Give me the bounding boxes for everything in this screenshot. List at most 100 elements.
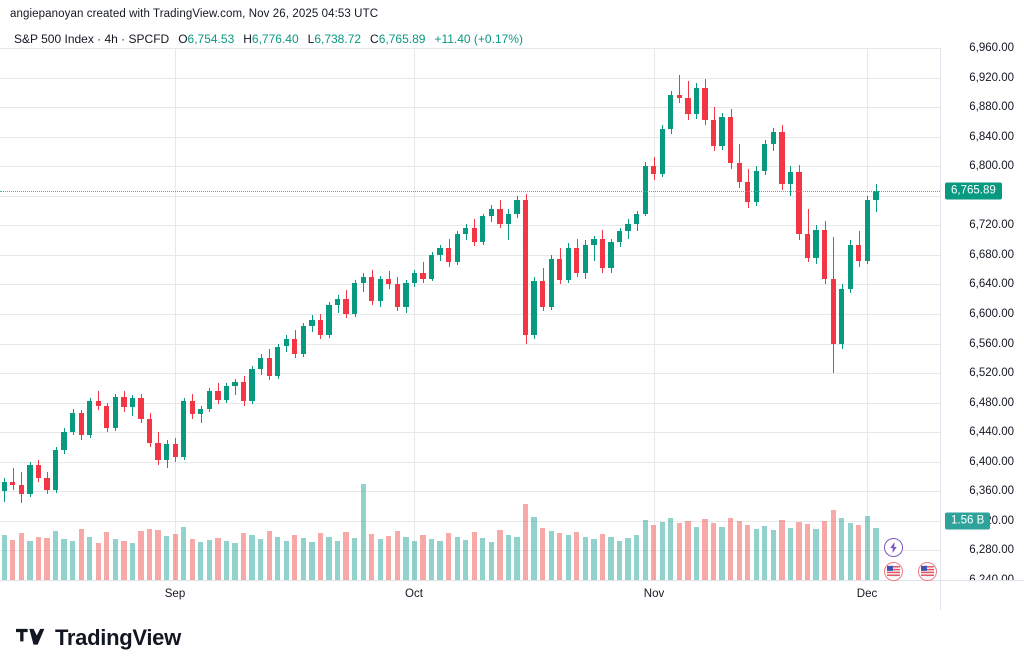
us-flag-icon — [887, 565, 900, 578]
symbol-label[interactable]: S&P 500 Index · 4h · SPCFD — [14, 32, 170, 46]
price-axis-label: 6,600.00 — [969, 308, 1014, 320]
volume-bar — [18, 532, 24, 580]
volume-bar — [582, 536, 588, 580]
low-value: L6,738.72 — [307, 32, 362, 46]
volume-bar — [360, 483, 366, 580]
candle-body — [112, 396, 118, 428]
candle-body — [591, 238, 597, 245]
candle-wick — [508, 209, 509, 241]
candle-wick — [594, 235, 595, 261]
economic-event-marker[interactable] — [884, 538, 903, 557]
volume-bar — [736, 521, 742, 580]
candle-body — [727, 117, 734, 164]
gridline-horizontal — [0, 402, 940, 404]
candle-body — [369, 277, 375, 301]
us-flag-event-marker-2[interactable] — [918, 562, 937, 581]
candle-body — [343, 299, 349, 314]
volume-bar — [61, 539, 67, 580]
volume-bar — [642, 519, 648, 580]
candle-body — [283, 339, 289, 347]
candle-body — [813, 229, 819, 258]
volume-badge[interactable]: 1.56 B — [945, 512, 991, 530]
candle-body — [18, 485, 24, 495]
axis-corner — [940, 580, 1024, 610]
candle-body — [403, 282, 409, 307]
volume-bar — [445, 533, 452, 580]
price-axis-label: 6,720.00 — [969, 219, 1014, 232]
candle-body — [223, 386, 230, 400]
candle-body — [104, 405, 110, 428]
volume-bar — [1, 535, 7, 580]
gridline-horizontal — [0, 520, 940, 522]
volume-bar — [762, 526, 768, 580]
candle-body — [300, 325, 306, 354]
candle-body — [198, 408, 204, 415]
candle-body — [762, 144, 768, 171]
volume-bar — [300, 538, 306, 580]
candle-body — [69, 413, 76, 433]
volume-bar — [309, 542, 315, 580]
volume-bar — [206, 540, 212, 580]
chart-plot-area[interactable] — [0, 48, 940, 580]
volume-bar — [35, 536, 42, 580]
volume-bar — [488, 542, 494, 580]
volume-bar — [257, 539, 264, 580]
candle-body — [702, 87, 708, 121]
volume-bar — [616, 540, 623, 580]
volume-bar — [565, 535, 571, 580]
volume-bar — [181, 526, 187, 580]
volume-bar — [377, 539, 383, 580]
candle-body — [770, 132, 776, 145]
candle-body — [693, 87, 700, 115]
volume-bar — [608, 537, 614, 580]
volume-bar — [334, 541, 341, 580]
candle-body — [480, 216, 486, 242]
tradingview-logo-icon — [16, 628, 45, 645]
volume-bar — [727, 517, 734, 580]
candle-body — [292, 339, 298, 354]
volume-bar — [411, 540, 418, 580]
price-axis-label: 6,640.00 — [969, 278, 1014, 291]
current-price-line — [0, 191, 940, 193]
price-axis-label: 6,480.00 — [969, 396, 1014, 409]
volume-bar — [27, 540, 33, 580]
current-price-badge[interactable]: 6,765.89 — [945, 182, 1002, 200]
price-axis-label: 6,680.00 — [969, 248, 1014, 261]
tradingview-logo[interactable]: TradingView — [16, 625, 181, 651]
volume-bar — [710, 522, 717, 580]
candle-body — [411, 272, 418, 283]
volume-bar — [343, 532, 349, 580]
time-axis-label: Dec — [856, 588, 878, 600]
candle-wick — [679, 74, 680, 103]
candle-body — [830, 278, 836, 344]
volume-bar — [719, 527, 725, 580]
brand-label: TradingView — [55, 624, 181, 650]
gridline-horizontal — [0, 195, 940, 197]
volume-bar — [463, 540, 469, 580]
candle-body — [642, 166, 648, 214]
volume-bar — [232, 543, 238, 580]
candle-body — [249, 368, 255, 402]
volume-bar — [78, 529, 84, 580]
candle-body — [608, 241, 614, 269]
volume-bar — [693, 526, 700, 580]
volume-bar — [52, 530, 59, 580]
candle-body — [351, 282, 358, 314]
time-axis[interactable]: Sep Oct Nov Dec — [0, 580, 940, 610]
price-axis[interactable]: 6,960.00 6,920.00 6,880.00 6,840.00 6,800.00… — [940, 42, 1024, 586]
volume-bar — [215, 538, 221, 580]
volume-bar — [266, 530, 272, 580]
volume-bar — [428, 538, 435, 580]
candle-body — [215, 390, 221, 400]
us-flag-event-marker-1[interactable] — [884, 562, 903, 581]
volume-bar — [685, 520, 691, 580]
volume-bar — [548, 530, 554, 580]
volume-bar — [121, 540, 127, 580]
candle-wick — [201, 405, 202, 424]
gridline-horizontal — [0, 461, 940, 463]
candle-body — [52, 449, 59, 490]
volume-bar — [249, 535, 255, 580]
candle-body — [651, 166, 657, 174]
candle-wick — [235, 379, 236, 396]
